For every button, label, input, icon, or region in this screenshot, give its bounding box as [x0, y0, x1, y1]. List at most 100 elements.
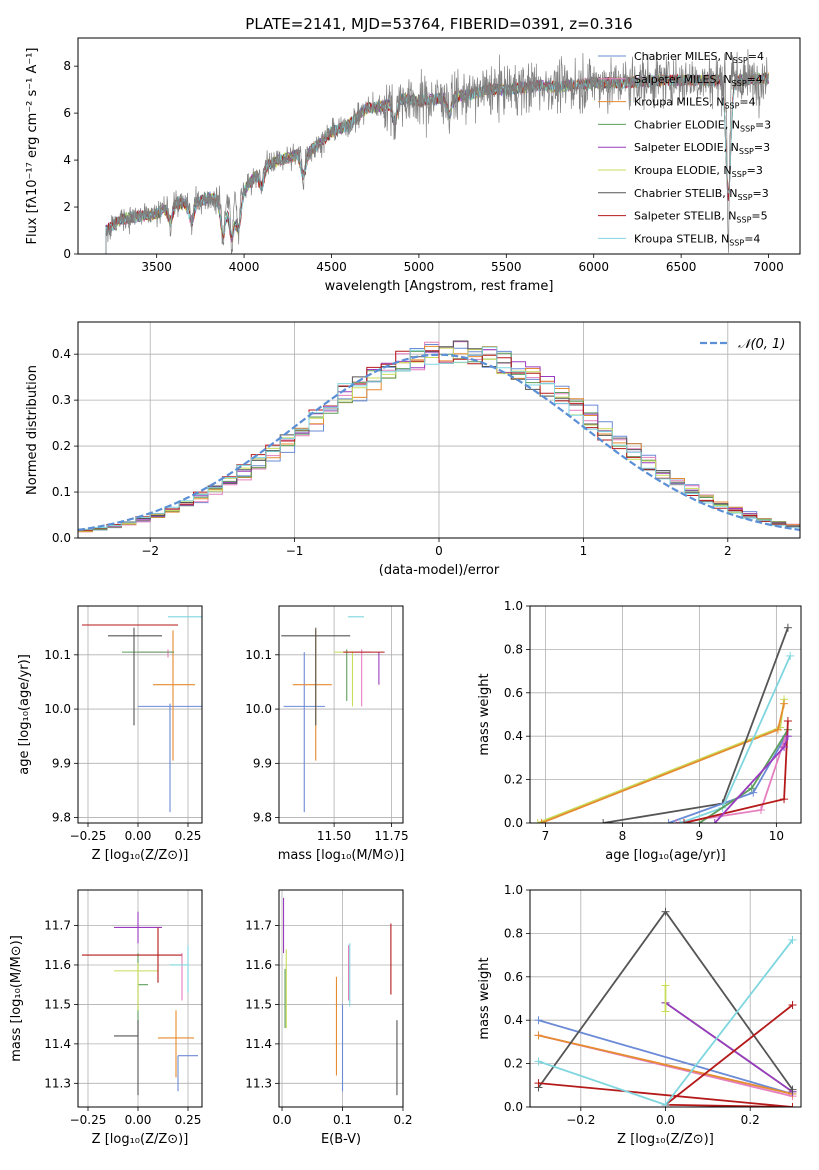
legend-label-normal: 𝒩(0, 1): [738, 337, 785, 352]
errorbar-salpeter_miles: [138, 649, 174, 658]
age_vs_Z-panel: −0.25 0.00 0.25 9.8 9.9 10.0 10.1 Z [log₁₀(Z/Z⊙…: [17, 605, 203, 863]
y-tick-label: 1.0: [504, 599, 523, 613]
weight-marker-salpeter_stelib: [534, 1079, 543, 1088]
mass_vs_ebv-axes: 0.0 0.1 0.2 11.3 11.4 11.5 11.6 11.7 E(B-V): [245, 890, 413, 1147]
legend-label-chabrier_miles: Chabrier MILES, NSSP=4: [634, 50, 764, 65]
spectrum-observed: [105, 49, 769, 254]
weight-marker-kroupa_miles: [534, 1031, 543, 1040]
y-tick-label: 9.8: [52, 811, 71, 825]
weight-marker-kroupa_miles: [780, 699, 789, 708]
weight-marker-kroupa_stelib: [661, 1100, 670, 1107]
y-tick-label: 0.4: [504, 1013, 523, 1027]
y-tick-label: 0.4: [504, 729, 523, 743]
spectrum-frame: [77, 37, 801, 255]
age_vs_mass-panel: 11.50 11.75 9.8 9.9 10.0 10.1 mass [log₁₀(M/M⊙…: [245, 605, 409, 863]
errorbar-chabrier_stelib: [281, 627, 351, 726]
y-tick-label: 11.4: [44, 1037, 71, 1051]
x-tick-label: 1: [580, 544, 588, 558]
weight-marker-kroupa_elodie: [533, 819, 542, 823]
mass_vs_Z-panel: −0.25 0.00 0.25 11.3 11.4 11.5 11.6 11.7 Z [log₁…: [9, 889, 203, 1147]
weight-marker-salpeter_miles: [756, 805, 765, 814]
errorbar-salpeter_miles: [352, 649, 371, 707]
spectrum-legend: Chabrier MILES, NSSP=4 Salpeter MILES, NS…: [598, 50, 771, 247]
y-tick-label: 9.8: [253, 811, 272, 825]
y-tick-label: 0.6: [504, 970, 523, 984]
residual-histograms: [78, 340, 800, 534]
y-tick-label: 0.1: [52, 485, 71, 499]
age_vs_mass-frame: [278, 605, 404, 824]
legend-label-kroupa_miles: Kroupa MILES, NSSP=4: [634, 96, 756, 111]
legend-label-kroupa_stelib: Kroupa STELIB, NSSP=4: [634, 232, 760, 247]
age_vs_mass-axes: 11.50 11.75 9.8 9.9 10.0 10.1 mass [log₁₀(M/M⊙…: [245, 606, 409, 863]
x-tick-label: 2: [724, 544, 732, 558]
y-tick-label: 10.0: [245, 702, 272, 716]
errorbar-chabrier_miles: [138, 703, 202, 813]
weight-marker-chabrier_stelib: [661, 907, 670, 916]
weight-marker-kroupa_stelib: [788, 935, 797, 944]
x-tick-label: 4500: [316, 260, 347, 274]
y-tick-label: 0.6: [504, 686, 523, 700]
weight_vs_Z-frame: [529, 889, 802, 1108]
x-tick-label: 11.50: [317, 829, 351, 843]
mass_vs_ebv-panel: 0.0 0.1 0.2 11.3 11.4 11.5 11.6 11.7 E(B-V): [245, 889, 413, 1147]
y-tick-label: 11.5: [44, 997, 71, 1011]
y-tick-label: 0.0: [52, 531, 71, 545]
weight-line-salpeter_elodie: [664, 1002, 794, 1093]
x-tick-label: 0.0: [656, 1113, 675, 1127]
weight-marker-kroupa_stelib: [786, 651, 795, 660]
weight_vs_Z-series: [534, 907, 797, 1107]
x-tick-label: 7000: [753, 260, 784, 274]
weight-marker-chabrier_miles: [534, 1016, 543, 1025]
legend-label-salpeter_stelib: Salpeter STELIB, NSSP=5: [634, 210, 768, 225]
weight-marker-chabrier_stelib: [599, 819, 608, 823]
y-tick-label: 0.0: [504, 1100, 523, 1114]
x-tick-label: 0.2: [741, 1113, 760, 1127]
weight-line-salpeter_stelib: [538, 1004, 794, 1107]
age_vs_Z-x-axis-label: Z [log₁₀(Z/Z⊙)]: [92, 848, 189, 863]
weight-marker-chabrier_stelib: [783, 623, 792, 632]
errorbar-chabrier_stelib: [114, 1020, 139, 1096]
y-tick-label: 0.4: [52, 347, 71, 361]
weight-marker-kroupa_elodie: [661, 981, 670, 990]
weight-marker-kroupa_miles: [537, 819, 546, 823]
spectrum-x-axis-label: wavelength [Angstrom, rest frame]: [325, 279, 554, 294]
y-tick-label: 10.0: [44, 702, 71, 716]
weight-marker-salpeter_stelib: [788, 1103, 797, 1107]
y-tick-label: 11.6: [44, 958, 71, 972]
y-tick-label: 8: [63, 59, 71, 73]
weight-marker-salpeter_stelib: [783, 717, 792, 726]
x-tick-label: −0.2: [566, 1113, 595, 1127]
legend-label-chabrier_stelib: Chabrier STELIB, NSSP=3: [634, 187, 769, 202]
weight-line-chabrier_miles: [538, 1019, 793, 1095]
y-tick-label: 0.8: [504, 926, 523, 940]
x-tick-label: 3500: [141, 260, 172, 274]
y-tick-label: 11.7: [245, 919, 272, 933]
x-tick-label: −1: [286, 544, 304, 558]
residuals-axes: −2 −1 0 1 2 0.0 0.1 0.2 0.3 0.4 (data-model)/error…: [25, 322, 800, 578]
errorbar-chabrier_stelib: [108, 627, 162, 726]
mass_vs_ebv-frame: [278, 889, 404, 1108]
x-tick-label: 10: [769, 829, 784, 843]
age_vs_mass-x-axis-label: mass [log₁₀(M/M⊙)]: [278, 848, 405, 863]
weight-marker-kroupa_stelib: [676, 819, 685, 823]
errorbar-chabrier_miles: [177, 1055, 198, 1092]
residuals-frame: [77, 321, 801, 539]
x-tick-label: 4000: [229, 260, 260, 274]
errorbar-kroupa_elodie: [114, 962, 158, 1011]
histogram-kroupa_stelib: [78, 346, 800, 532]
normal-curve: [78, 353, 800, 531]
x-tick-label: 9: [696, 829, 704, 843]
weight_vs_age-frame: [529, 605, 802, 824]
y-tick-label: 0: [63, 247, 71, 261]
y-tick-label: 6: [63, 106, 71, 120]
residuals-x-axis-label: (data-model)/error: [379, 563, 500, 578]
x-tick-label: −0.25: [70, 829, 107, 843]
mass_vs_ebv-x-axis-label: E(B-V): [321, 1132, 361, 1147]
legend-label-chabrier_elodie: Chabrier ELODIE, NSSP=3: [634, 118, 771, 133]
x-tick-label: 8: [619, 829, 627, 843]
errorbar-kroupa_miles: [158, 1010, 194, 1078]
x-tick-label: 0.25: [175, 1113, 202, 1127]
x-tick-label: 0.00: [125, 1113, 152, 1127]
y-tick-label: 4: [63, 153, 71, 167]
